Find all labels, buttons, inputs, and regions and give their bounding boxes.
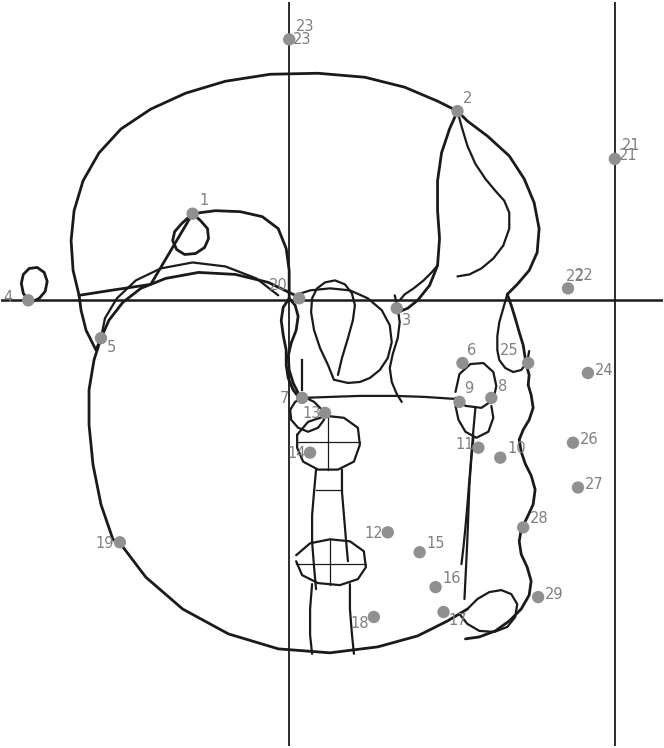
Circle shape <box>486 393 497 403</box>
Text: 11: 11 <box>456 437 474 453</box>
Circle shape <box>114 537 125 548</box>
Circle shape <box>391 303 402 313</box>
Text: 4: 4 <box>3 289 13 305</box>
Circle shape <box>187 208 198 219</box>
Text: 12: 12 <box>365 526 384 541</box>
Circle shape <box>452 105 463 117</box>
Text: 22: 22 <box>566 269 585 284</box>
Circle shape <box>582 367 594 378</box>
Text: 22: 22 <box>575 268 594 283</box>
Text: 21: 21 <box>619 148 637 163</box>
Circle shape <box>369 612 379 622</box>
Circle shape <box>533 592 544 603</box>
Circle shape <box>572 482 584 493</box>
Text: 15: 15 <box>426 536 445 551</box>
Text: 6: 6 <box>467 343 477 358</box>
Text: 9: 9 <box>464 381 473 396</box>
Text: 17: 17 <box>448 613 467 628</box>
Text: 3: 3 <box>402 313 411 328</box>
Text: 21: 21 <box>622 138 640 153</box>
Text: 24: 24 <box>595 363 614 378</box>
Text: 8: 8 <box>498 379 507 394</box>
Text: 14: 14 <box>288 446 305 462</box>
Circle shape <box>96 333 106 343</box>
Circle shape <box>319 408 331 418</box>
Circle shape <box>438 607 449 618</box>
Circle shape <box>562 283 574 294</box>
Text: 28: 28 <box>530 511 548 526</box>
Circle shape <box>568 438 578 448</box>
Circle shape <box>518 522 529 533</box>
Text: 18: 18 <box>351 616 369 631</box>
Text: 19: 19 <box>95 536 114 551</box>
Circle shape <box>457 358 468 369</box>
Circle shape <box>293 292 305 304</box>
Text: 27: 27 <box>585 477 604 492</box>
Circle shape <box>430 582 441 592</box>
Text: 1: 1 <box>200 193 208 208</box>
Circle shape <box>414 547 425 558</box>
Circle shape <box>284 34 295 45</box>
Text: 13: 13 <box>302 406 321 421</box>
Text: 20: 20 <box>270 278 288 293</box>
Text: 29: 29 <box>545 586 564 601</box>
Circle shape <box>523 358 534 369</box>
Circle shape <box>305 447 315 458</box>
Circle shape <box>23 295 34 306</box>
Text: 25: 25 <box>500 343 519 358</box>
Text: 10: 10 <box>507 441 526 456</box>
Text: 23: 23 <box>296 19 315 34</box>
Circle shape <box>495 453 506 463</box>
Text: 2: 2 <box>462 91 472 105</box>
Circle shape <box>610 153 620 165</box>
Circle shape <box>297 393 307 403</box>
Text: 23: 23 <box>293 32 311 47</box>
Circle shape <box>454 396 465 408</box>
Text: 7: 7 <box>280 391 290 406</box>
Text: 26: 26 <box>580 432 598 447</box>
Circle shape <box>473 442 484 453</box>
Text: 16: 16 <box>442 571 461 586</box>
Text: 5: 5 <box>107 340 116 355</box>
Circle shape <box>382 527 393 538</box>
